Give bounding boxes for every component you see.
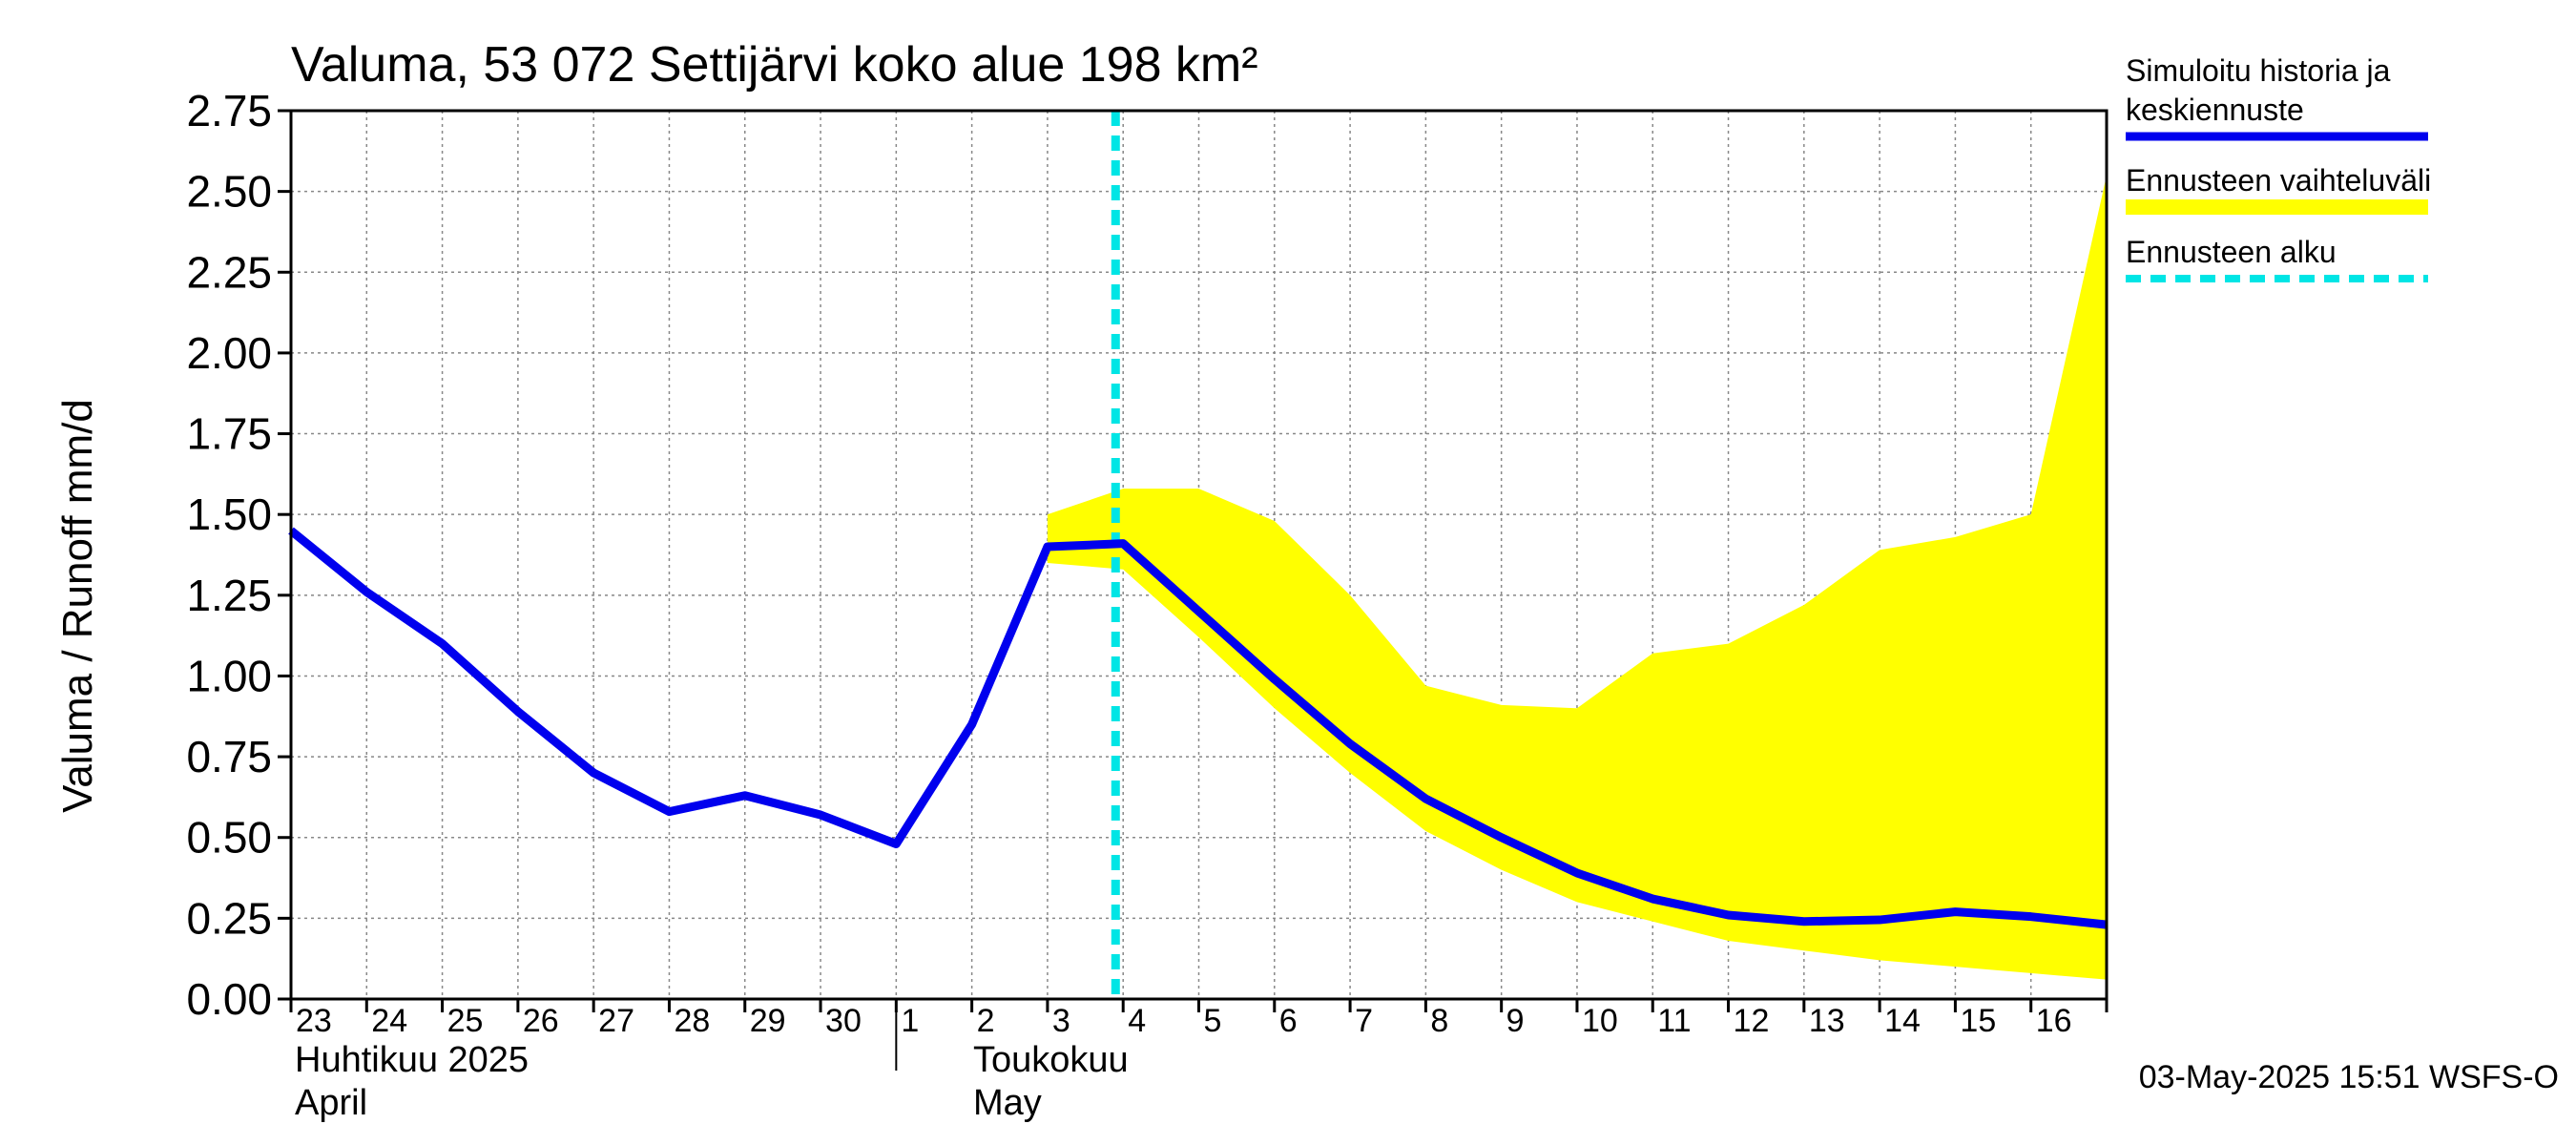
legend-label-range: Ennusteen vaihteluväli (2126, 163, 2431, 198)
forecast-range-area (1047, 175, 2107, 980)
x-tick-label: 6 (1279, 1003, 1298, 1039)
x-tick-label: 2 (977, 1003, 995, 1039)
plot-frame (278, 109, 2109, 1071)
x-tick-label: 14 (1884, 1003, 1921, 1039)
y-tick-label: 2.50 (186, 167, 272, 217)
y-tick-labels: 0.00 0.25 0.50 0.75 1.00 1.25 1.50 1.75 2.00 2.25… (186, 86, 272, 1024)
legend-label-sim-line2: keskiennuste (2126, 93, 2304, 127)
legend-label-forecast-start: Ennusteen alku (2126, 235, 2337, 269)
y-tick-label: 2.75 (186, 86, 272, 135)
x-tick-label: 12 (1734, 1003, 1770, 1039)
x-tick-label: 10 (1582, 1003, 1618, 1039)
y-tick-label: 1.25 (186, 571, 272, 620)
series-group (288, 111, 2108, 999)
x-tick-label: 8 (1430, 1003, 1448, 1039)
x-tick-label: 29 (750, 1003, 786, 1039)
x-tick-label: 30 (825, 1003, 862, 1039)
month-label-april-en: April (295, 1083, 367, 1123)
x-tick-label: 3 (1052, 1003, 1070, 1039)
y-tick-label: 2.00 (186, 328, 272, 378)
timestamp: 03-May-2025 15:51 WSFS-O (2139, 1059, 2559, 1095)
x-tick-label: 24 (371, 1003, 407, 1039)
x-tick-label: 23 (296, 1003, 332, 1039)
x-tick-label: 7 (1355, 1003, 1373, 1039)
forecast-range-band (1047, 175, 2107, 980)
y-tick-label: 0.25 (186, 893, 272, 943)
x-tick-labels: 23 24 25 26 27 28 29 30 1 2 3 4 5 6 7 8 9 10 11 12 13 14 15 16 (296, 1003, 2072, 1039)
month-label-april-fi: Huhtikuu 2025 (295, 1040, 529, 1080)
y-tick-label: 0.50 (186, 813, 272, 863)
x-tick-label: 13 (1809, 1003, 1845, 1039)
month-label-may-en: May (973, 1083, 1042, 1123)
y-tick-label: 0.75 (186, 732, 272, 781)
x-tick-label: 27 (598, 1003, 634, 1039)
y-tick-label: 1.50 (186, 489, 272, 539)
x-tick-label: 28 (674, 1003, 710, 1039)
legend: Simuloitu historia ja keskiennuste Ennus… (2126, 53, 2431, 282)
x-tick-label: 26 (523, 1003, 559, 1039)
x-tick-label: 1 (901, 1003, 919, 1039)
y-tick-label: 1.75 (186, 409, 272, 459)
x-tick-label: 11 (1657, 1003, 1691, 1039)
legend-label-sim-line1: Simuloitu historia ja (2126, 53, 2391, 88)
y-tick-label: 1.00 (186, 651, 272, 700)
simulated-runoff-line (288, 527, 2108, 929)
x-tick-label: 5 (1204, 1003, 1222, 1039)
x-tick-label: 16 (2036, 1003, 2072, 1039)
chart-title: Valuma, 53 072 Settijärvi koko alue 198 … (291, 37, 1258, 93)
x-tick-label: 9 (1506, 1003, 1525, 1039)
month-label-may-fi: Toukokuu (973, 1040, 1129, 1080)
x-tick-label: 15 (1960, 1003, 1996, 1039)
y-axis-label: Valuma / Runoff mm/d (54, 399, 101, 813)
x-tick-label: 25 (447, 1003, 484, 1039)
x-tick-label: 4 (1128, 1003, 1146, 1039)
y-tick-label: 0.00 (186, 974, 272, 1024)
y-tick-label: 2.25 (186, 247, 272, 297)
